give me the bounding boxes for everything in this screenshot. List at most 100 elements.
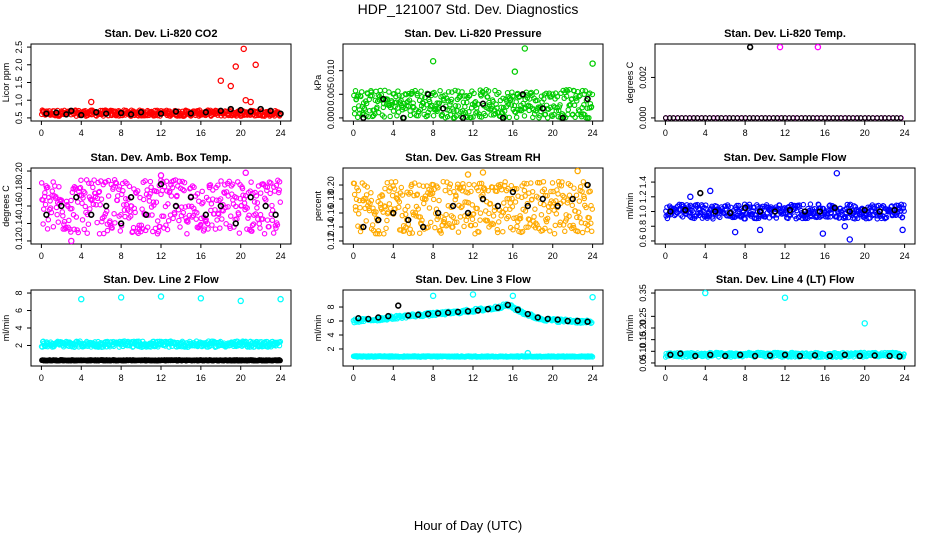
data-point: [250, 221, 257, 227]
data-point: [517, 213, 523, 219]
data-point: [447, 112, 454, 118]
data-point: [356, 107, 363, 113]
data-point: [248, 179, 254, 185]
data-point: [421, 104, 427, 111]
data-point: [157, 110, 165, 117]
data-point: [542, 225, 548, 232]
data-point: [380, 95, 387, 103]
data-point: [565, 107, 572, 113]
data-point: [351, 105, 358, 112]
x-tick-label: 24: [900, 251, 910, 261]
data-point: [172, 108, 180, 115]
y-axis-label: ml/min: [625, 315, 635, 342]
data-point: [384, 217, 390, 224]
data-point: [353, 196, 360, 203]
data-point: [511, 68, 519, 75]
data-point: [479, 169, 487, 176]
data-point: [697, 189, 704, 197]
x-tick-label: 24: [588, 373, 598, 383]
data-point: [802, 215, 809, 222]
data-point: [484, 305, 492, 313]
panel-title: Stan. Dev. Sample Flow: [724, 152, 847, 164]
x-tick-label: 0: [663, 128, 668, 138]
x-tick-label: 16: [508, 128, 518, 138]
data-point: [459, 114, 467, 122]
data-point: [484, 94, 491, 100]
data-point: [127, 194, 135, 201]
data-point: [485, 187, 491, 194]
y-tick-label: 8: [14, 291, 24, 296]
x-tick-label: 24: [276, 373, 286, 383]
data-point: [187, 194, 195, 201]
data-point: [101, 213, 107, 220]
data-point: [570, 222, 576, 229]
data-point: [78, 177, 84, 183]
data-point: [409, 88, 415, 95]
data-point: [252, 189, 258, 196]
data-point: [247, 194, 254, 201]
x-tick-label: 0: [351, 251, 356, 261]
data-point: [277, 110, 284, 117]
figure-xlabel: Hour of Day (UTC): [413, 518, 523, 533]
y-tick-label: 0.16: [14, 197, 24, 215]
data-point: [509, 188, 517, 196]
data-point: [736, 351, 744, 359]
data-point: [458, 204, 464, 211]
data-point: [411, 180, 418, 186]
data-point: [256, 220, 262, 227]
data-point: [244, 205, 250, 211]
data-point: [379, 193, 386, 199]
data-point: [460, 180, 466, 187]
x-tick-label: 8: [119, 373, 124, 383]
x-tick-label: 12: [468, 251, 478, 261]
data-point: [800, 201, 807, 208]
data-point: [405, 216, 412, 224]
data-point: [899, 226, 906, 234]
series-2: [662, 43, 904, 121]
data-point: [105, 193, 112, 199]
data-point: [147, 178, 154, 185]
data-point: [462, 103, 468, 110]
data-point: [227, 213, 234, 219]
data-point: [519, 194, 525, 201]
data-point: [257, 211, 264, 218]
panel-3: Stan. Dev. Li-820 Temp.degrees C0 4 8 12 16 2…: [625, 28, 916, 138]
data-point: [574, 88, 581, 95]
y-tick-label: 1.5: [14, 76, 24, 89]
x-tick-label: 20: [860, 373, 870, 383]
data-point: [382, 203, 389, 210]
data-point: [357, 204, 363, 211]
data-point: [185, 219, 191, 225]
y-tick-label: 0.000: [326, 107, 336, 130]
data-point: [852, 216, 858, 222]
x-tick-label: 0: [663, 373, 668, 383]
data-point: [42, 201, 49, 208]
data-point: [78, 295, 85, 303]
data-point: [487, 200, 494, 207]
data-point: [395, 302, 402, 309]
data-point: [796, 352, 804, 360]
data-point: [102, 110, 110, 117]
data-point: [450, 214, 456, 221]
data-point: [734, 202, 740, 209]
data-point: [758, 115, 765, 121]
data-point: [393, 93, 399, 100]
data-point: [559, 114, 566, 122]
data-point: [470, 114, 476, 120]
data-point: [506, 114, 512, 121]
data-point: [197, 221, 204, 228]
data-point: [466, 181, 472, 188]
data-point: [235, 211, 242, 217]
data-point: [766, 352, 774, 359]
data-point: [153, 188, 160, 195]
data-point: [94, 219, 100, 226]
data-point: [375, 314, 382, 321]
data-point: [429, 57, 437, 65]
series-3: [355, 301, 591, 325]
data-point: [73, 214, 80, 220]
data-point: [247, 108, 254, 115]
data-point: [587, 188, 593, 195]
data-point: [66, 217, 72, 224]
data-point: [446, 184, 453, 190]
